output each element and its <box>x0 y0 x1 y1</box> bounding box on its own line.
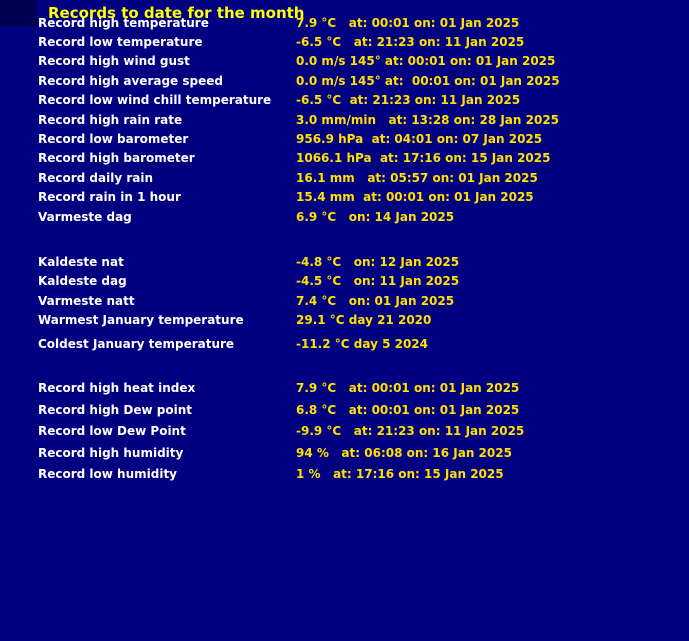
record-row: Coldest January temperature -11.2 °C day… <box>0 334 689 353</box>
record-label: Record high rain rate <box>38 112 183 127</box>
record-row: Record daily rain 16.1 mm at: 05:57 on: … <box>0 168 689 187</box>
record-label: Record low Dew Point <box>38 424 186 438</box>
record-row: Record high temperature 7.9 °C at: 00:01… <box>0 13 689 32</box>
record-row: Record low wind chill temperature -6.5 °… <box>0 91 689 110</box>
record-row: Kaldeste dag -4.5 °C on: 11 Jan 2025 <box>0 272 689 291</box>
record-label: Record high humidity <box>38 445 184 460</box>
record-value: 6.8 °C at: 00:01 on: 01 Jan 2025 <box>296 402 520 417</box>
records-list: Record high temperature 7.9 °C at: 00:01… <box>0 13 689 485</box>
record-value: 0.0 m/s 145° at: 00:01 on: 01 Jan 2025 <box>296 73 560 88</box>
record-row: Record high humidity 94 % at: 06:08 on: … <box>0 442 689 464</box>
record-value: 0.0 m/s 145° at: 00:01 on: 01 Jan 2025 <box>296 54 556 69</box>
record-row: Record high heat index 7.9 °C at: 00:01 … <box>0 377 689 399</box>
record-value: -6.5 °C at: 21:23 on: 11 Jan 2025 <box>296 93 521 108</box>
record-value: 3.0 mm/min at: 13:28 on: 28 Jan 2025 <box>296 112 560 127</box>
record-label: Record low barometer <box>38 132 189 147</box>
record-value: 7.4 °C on: 01 Jan 2025 <box>296 293 455 308</box>
record-label: Record low temperature <box>38 35 203 50</box>
record-label: Record high heat index <box>38 381 196 395</box>
record-label: Varmeste dag <box>38 209 132 224</box>
record-row: Record low barometer 956.9 hPa at: 04:01… <box>0 129 689 148</box>
record-label: Kaldeste nat <box>38 254 124 269</box>
record-row: Record rain in 1 hour 15.4 mm at: 00:01 … <box>0 188 689 207</box>
record-row: Record low Dew Point -9.9 °C at: 21:23 o… <box>0 420 689 442</box>
record-value: -4.8 °C on: 12 Jan 2025 <box>296 254 460 269</box>
record-row: Varmeste dag 6.9 °C on: 14 Jan 2025 <box>0 207 689 226</box>
record-label: Warmest January temperature <box>38 313 244 328</box>
record-value: 16.1 mm at: 05:57 on: 01 Jan 2025 <box>296 170 538 185</box>
record-label: Record high wind gust <box>38 54 190 69</box>
record-value: -4.5 °C on: 11 Jan 2025 <box>296 274 460 289</box>
record-label: Record rain in 1 hour <box>38 190 181 205</box>
record-row: Record low temperature -6.5 °C at: 21:23… <box>0 32 689 51</box>
record-row: Record high rain rate 3.0 mm/min at: 13:… <box>0 110 689 129</box>
record-row: Record high wind gust 0.0 m/s 145° at: 0… <box>0 52 689 71</box>
record-row: Record high average speed 0.0 m/s 145° a… <box>0 71 689 90</box>
record-label: Kaldeste dag <box>38 274 127 289</box>
record-value: 6.9 °C on: 14 Jan 2025 <box>296 209 455 224</box>
record-label: Coldest January temperature <box>38 336 235 351</box>
record-value: -11.2 °C day 5 2024 <box>296 336 428 351</box>
record-value: -9.9 °C at: 21:23 on: 11 Jan 2025 <box>296 424 525 438</box>
record-label: Record low humidity <box>38 467 178 481</box>
record-label: Varmeste natt <box>38 293 135 308</box>
record-row: Varmeste natt 7.4 °C on: 01 Jan 2025 <box>0 291 689 310</box>
record-label: Record daily rain <box>38 170 154 185</box>
record-value: 1066.1 hPa at: 17:16 on: 15 Jan 2025 <box>296 151 551 166</box>
record-label: Record high Dew point <box>38 402 192 417</box>
record-row: Record high Dew point 6.8 °C at: 00:01 o… <box>0 399 689 421</box>
record-value: 7.9 °C at: 00:01 on: 01 Jan 2025 <box>296 381 520 395</box>
record-label: Record high barometer <box>38 151 195 166</box>
record-row: Kaldeste nat -4.8 °C on: 12 Jan 2025 <box>0 252 689 271</box>
record-value: 956.9 hPa at: 04:01 on: 07 Jan 2025 <box>296 132 543 147</box>
record-label: Record high average speed <box>38 73 223 88</box>
page-title: Records to date for the month <box>48 4 305 22</box>
record-label: Record low wind chill temperature <box>38 93 272 108</box>
record-label: Record high temperature <box>38 15 209 30</box>
record-row: Record low humidity 1 % at: 17:16 on: 15… <box>0 463 689 485</box>
record-value: 15.4 mm at: 00:01 on: 01 Jan 2025 <box>296 190 534 205</box>
record-value: 94 % at: 06:08 on: 16 Jan 2025 <box>296 445 512 460</box>
record-row: Warmest January temperature 29.1 °C day … <box>0 310 689 329</box>
record-value: 1 % at: 17:16 on: 15 Jan 2025 <box>296 467 504 481</box>
record-row: Record high barometer 1066.1 hPa at: 17:… <box>0 149 689 168</box>
record-value: 29.1 °C day 21 2020 <box>296 313 432 328</box>
record-value: 7.9 °C at: 00:01 on: 01 Jan 2025 <box>296 15 520 30</box>
record-value: -6.5 °C at: 21:23 on: 11 Jan 2025 <box>296 35 525 50</box>
corner-shadow <box>0 0 37 27</box>
